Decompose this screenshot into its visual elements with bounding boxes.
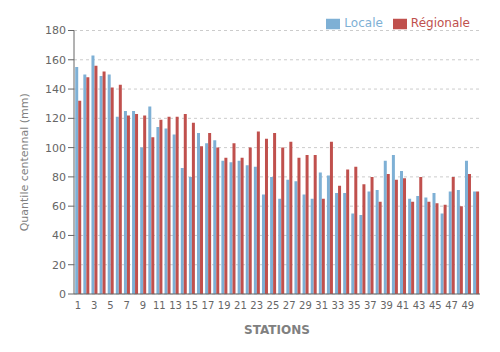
svg-text:1: 1 [75, 300, 81, 311]
svg-text:9: 9 [140, 300, 146, 311]
svg-text:19: 19 [218, 300, 231, 311]
svg-text:39: 39 [380, 300, 393, 311]
svg-text:7: 7 [124, 300, 130, 311]
svg-text:49: 49 [461, 300, 474, 311]
svg-text:11: 11 [153, 300, 166, 311]
svg-text:120: 120 [45, 112, 66, 125]
svg-text:29: 29 [299, 300, 312, 311]
svg-text:Quantile centennal (mm): Quantile centennal (mm) [18, 93, 31, 231]
svg-text:0: 0 [59, 288, 66, 301]
svg-text:180: 180 [45, 24, 66, 37]
svg-text:45: 45 [429, 300, 442, 311]
svg-text:43: 43 [413, 300, 426, 311]
svg-text:40: 40 [52, 229, 66, 242]
svg-text:35: 35 [348, 300, 361, 311]
svg-text:25: 25 [267, 300, 280, 311]
svg-text:160: 160 [45, 54, 66, 67]
svg-text:20: 20 [52, 259, 66, 272]
svg-text:17: 17 [202, 300, 215, 311]
html-text:Régionale: Régionale [410, 16, 470, 30]
svg-text:STATIONS: STATIONS [244, 323, 310, 337]
svg-text:37: 37 [364, 300, 377, 311]
svg-text:5: 5 [107, 300, 113, 311]
svg-text:31: 31 [315, 300, 328, 311]
svg-text:13: 13 [169, 300, 182, 311]
svg-text:80: 80 [52, 171, 66, 184]
svg-text:27: 27 [283, 300, 296, 311]
svg-text:100: 100 [45, 142, 66, 155]
svg-text:33: 33 [332, 300, 345, 311]
svg-text:23: 23 [250, 300, 263, 311]
html-text:Locale: Locale [344, 16, 383, 30]
svg-text:21: 21 [234, 300, 247, 311]
svg-text:60: 60 [52, 200, 66, 213]
svg-text:3: 3 [91, 300, 97, 311]
svg-text:47: 47 [445, 300, 458, 311]
svg-text:140: 140 [45, 83, 66, 96]
svg-text:15: 15 [185, 300, 198, 311]
svg-text:41: 41 [396, 300, 409, 311]
